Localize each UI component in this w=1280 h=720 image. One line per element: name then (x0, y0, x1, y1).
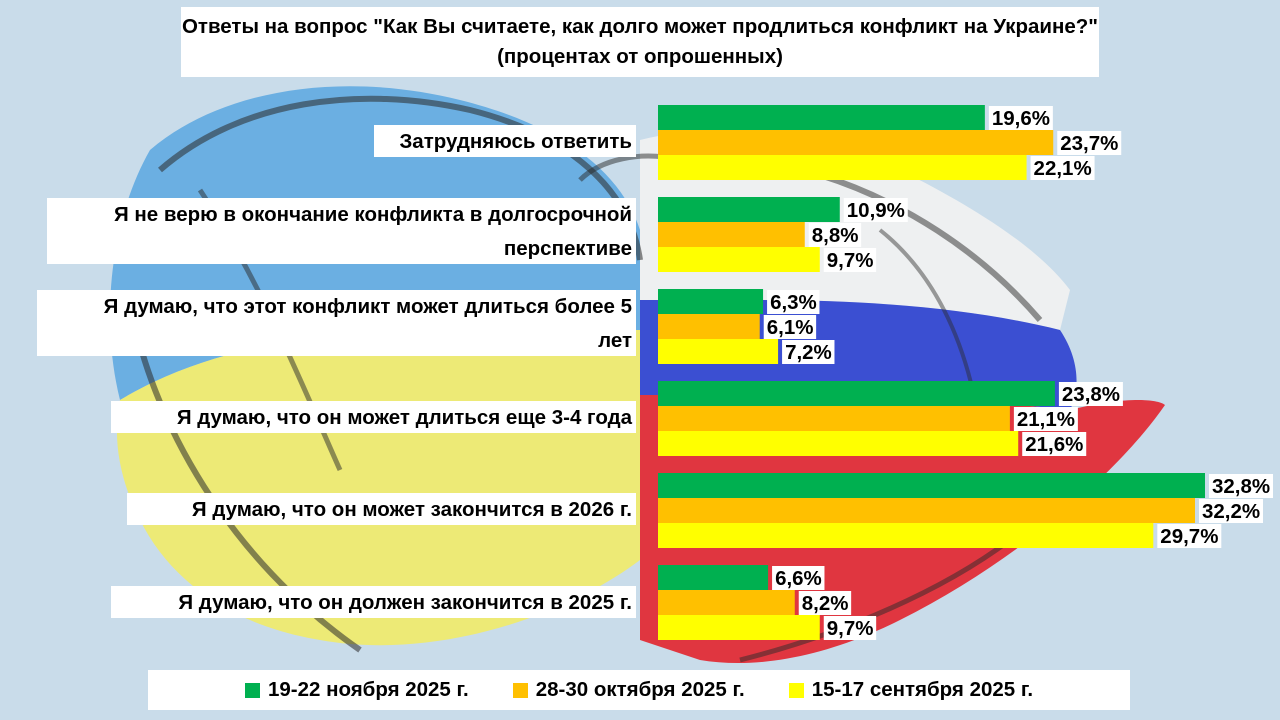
category-label: Я думаю, что он должен закончится в 2025… (178, 591, 632, 614)
bar (658, 473, 1205, 498)
data-label-box (823, 248, 877, 272)
data-label-box (782, 340, 835, 364)
legend-label-sep: 15-17 сентября 2025 г. (811, 678, 1034, 701)
data-label-box (988, 106, 1053, 130)
data-label-box (1209, 474, 1273, 498)
category-label: Я думаю, что он может длиться еще 3-4 го… (177, 406, 633, 429)
category-label-box (47, 198, 636, 264)
data-label-box (763, 315, 817, 339)
data-label: 32,2% (1202, 500, 1260, 523)
chart-title: Ответы на вопрос "Как Вы считаете, как д… (181, 7, 1099, 77)
bar (658, 247, 820, 272)
legend-label-oct: 28-30 октября 2025 г. (535, 678, 745, 701)
legend-item-nov: 19-22 ноября 2025 г. (244, 678, 469, 702)
data-label: 8,2% (802, 592, 849, 615)
bar (658, 222, 805, 247)
data-label-box (1198, 499, 1263, 523)
category-label: Я не верю в окончание конфликта в долгос… (114, 203, 632, 260)
data-label: 9,7% (827, 617, 874, 640)
data-label: 9,7% (827, 249, 874, 272)
data-label-box (1157, 524, 1222, 548)
data-label-box (808, 223, 862, 247)
data-label-box (767, 290, 820, 314)
data-label: 21,6% (1025, 433, 1083, 456)
data-label: 10,9% (847, 199, 905, 222)
data-label: 6,1% (767, 316, 814, 339)
data-label: 6,3% (770, 291, 817, 314)
category-label-box (111, 586, 636, 618)
data-label: 21,1% (1017, 408, 1075, 431)
data-label: 32,8% (1212, 475, 1270, 498)
category-label: Затрудняюсь ответить (399, 130, 632, 153)
data-label-box (1058, 382, 1123, 406)
data-label: 29,7% (1160, 525, 1218, 548)
chart-legend: 19-22 ноября 2025 г. 28-30 октября 2025 … (148, 670, 1130, 710)
data-label-box (1022, 432, 1087, 456)
bar (658, 197, 840, 222)
legend-swatch-oct (512, 682, 528, 698)
bar (658, 155, 1027, 180)
bar (658, 289, 764, 314)
category-label-box (111, 401, 636, 433)
data-label: 23,7% (1060, 132, 1118, 155)
data-label-box (772, 566, 825, 590)
legend-item-sep: 15-17 сентября 2025 г. (788, 678, 1034, 702)
data-label-box (1030, 156, 1095, 180)
category-label: Я думаю, что он может закончится в 2026 … (192, 498, 632, 521)
data-label: 7,2% (785, 341, 832, 364)
legend-swatch-nov (244, 682, 260, 698)
data-label: 23,8% (1062, 383, 1120, 406)
legend-label-nov: 19-22 ноября 2025 г. (267, 678, 469, 701)
legend-swatch-sep (788, 682, 804, 698)
bar (658, 339, 779, 364)
category-label-box (127, 493, 636, 525)
bar (658, 105, 985, 130)
bar (658, 381, 1055, 406)
bar (658, 565, 769, 590)
data-label-box (1013, 407, 1078, 431)
data-label-box (1057, 131, 1122, 155)
bar (658, 431, 1019, 456)
data-label-box (823, 616, 877, 640)
legend-item-oct: 28-30 октября 2025 г. (512, 678, 745, 702)
data-label-box (843, 198, 908, 222)
data-label: 22,1% (1034, 157, 1092, 180)
category-label: Я думаю, что этот конфликт может длиться… (104, 295, 632, 352)
bar (658, 498, 1195, 523)
bar (658, 406, 1010, 431)
data-label: 6,6% (775, 567, 822, 590)
data-label: 19,6% (992, 107, 1050, 130)
data-label-box (798, 591, 852, 615)
bar (658, 523, 1154, 548)
bar (658, 314, 760, 339)
data-label: 8,8% (812, 224, 859, 247)
category-label-box (374, 125, 636, 157)
bar (658, 615, 820, 640)
bar (658, 130, 1054, 155)
bar (658, 590, 795, 615)
category-label-box (37, 290, 636, 356)
